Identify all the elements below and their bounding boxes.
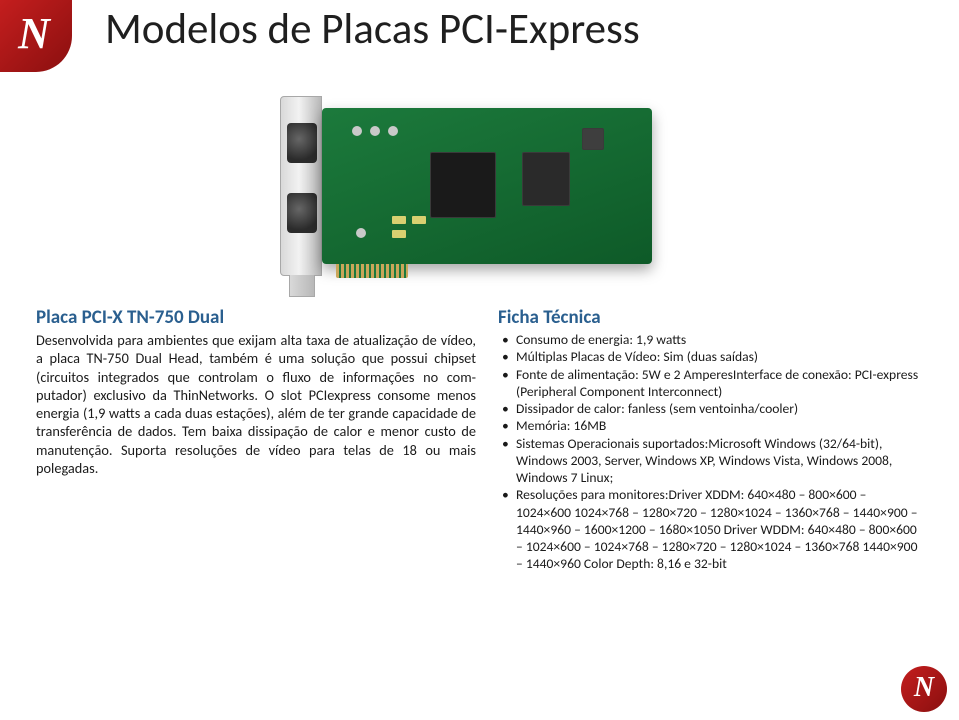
smd-component	[392, 230, 406, 238]
smd-component	[392, 216, 406, 224]
spec-item: Resoluções para monitores:Driver XDDM: 6…	[498, 486, 923, 572]
main-chip	[430, 152, 496, 218]
specs-list: Consumo de energia: 1,9 watts Múltiplas …	[498, 331, 923, 573]
specs-title: Ficha Técnica	[498, 306, 923, 329]
logo-top-left: N	[0, 0, 72, 72]
spec-item: Dissipador de calor: fanless (sem ventoi…	[498, 400, 923, 417]
right-column: Ficha Técnica Consumo de energia: 1,9 wa…	[498, 306, 923, 573]
bracket-tab	[289, 275, 315, 297]
pci-card-illustration	[242, 86, 689, 286]
logo-bottom-right: N	[901, 666, 947, 712]
left-column: Placa PCI-X TN-750 Dual Desenvolvida par…	[36, 306, 476, 573]
spec-item: Fonte de alimentação: 5W e 2 AmperesInte…	[498, 366, 923, 401]
small-chip	[582, 128, 604, 150]
product-description: Desenvolvida para ambientes que exijam a…	[36, 331, 476, 477]
capacitor	[352, 126, 362, 136]
spec-item: Múltiplas Placas de Vídeo: Sim (duas saí…	[498, 348, 923, 365]
content-columns: Placa PCI-X TN-750 Dual Desenvolvida par…	[36, 306, 923, 573]
card-bracket	[280, 96, 322, 276]
page-title: Modelos de Placas PCI-Express	[105, 2, 640, 55]
capacitor	[370, 126, 380, 136]
capacitor	[388, 126, 398, 136]
logo-letter: N	[18, 8, 50, 59]
logo-letter: N	[914, 672, 934, 704]
smd-component	[412, 216, 426, 224]
pcie-edge-connector	[336, 264, 408, 278]
spec-item: Consumo de energia: 1,9 watts	[498, 331, 923, 348]
secondary-chip	[522, 152, 570, 206]
capacitor	[356, 228, 366, 238]
spec-item: Memória: 16MB	[498, 417, 923, 434]
spec-item: Sistemas Operacionais suportados:Microso…	[498, 435, 923, 487]
product-heading: Placa PCI-X TN-750 Dual	[36, 306, 476, 329]
pcb-board	[322, 108, 652, 264]
